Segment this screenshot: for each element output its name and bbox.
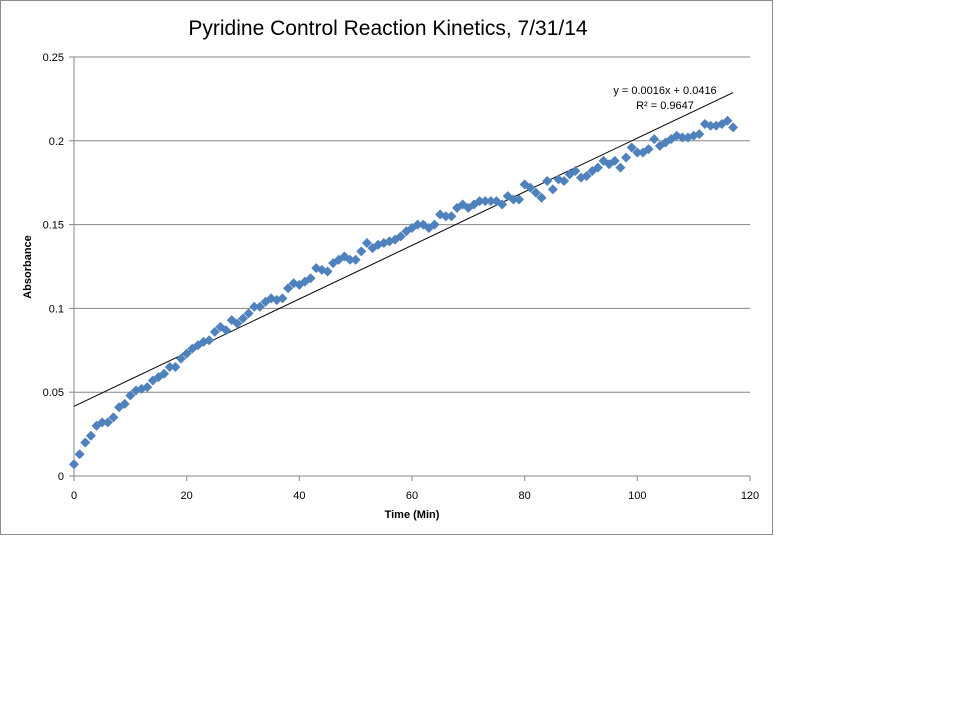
y-tick-label: 0.25 bbox=[43, 52, 64, 64]
data-point bbox=[108, 412, 119, 423]
data-point bbox=[238, 313, 248, 324]
data-point bbox=[412, 219, 423, 230]
data-point bbox=[209, 326, 220, 337]
trendline-r-squared: R² = 0.9647 bbox=[636, 100, 694, 112]
data-point bbox=[361, 238, 372, 249]
chart-title: Pyridine Control Reaction Kinetics, 7/31… bbox=[188, 17, 588, 40]
data-point bbox=[536, 192, 547, 203]
data-point bbox=[728, 122, 739, 133]
trendline bbox=[73, 92, 734, 407]
data-point bbox=[722, 115, 733, 126]
data-point bbox=[232, 318, 243, 329]
data-point bbox=[164, 362, 175, 373]
tick-labels: 0 0.05 0.1 0.15 0.2 0.25 0 20 40 60 80 100 120 bbox=[43, 52, 760, 502]
data-point bbox=[395, 231, 406, 242]
chart-svg: Pyridine Control Reaction Kinetics, 7/31… bbox=[22, 17, 760, 521]
data-point bbox=[159, 368, 170, 379]
data-point bbox=[632, 147, 643, 158]
trendline-equation: y = 0.0016x + 0.0416 bbox=[613, 85, 716, 97]
y-tick-label: 0.05 bbox=[43, 387, 64, 399]
data-point bbox=[609, 155, 620, 166]
data-point bbox=[446, 211, 457, 222]
data-point bbox=[485, 196, 496, 207]
data-point bbox=[542, 176, 553, 187]
x-tick-label: 0 bbox=[71, 490, 77, 502]
data-point bbox=[345, 254, 356, 265]
data-point bbox=[181, 348, 192, 359]
axes bbox=[69, 56, 751, 481]
y-tick-label: 0.1 bbox=[49, 303, 64, 315]
x-tick-label: 60 bbox=[406, 490, 418, 502]
data-point bbox=[69, 459, 79, 470]
data-point bbox=[322, 266, 333, 277]
data-point bbox=[440, 211, 451, 222]
data-point bbox=[102, 417, 113, 428]
data-point bbox=[525, 182, 536, 193]
data-point bbox=[277, 293, 288, 304]
data-point bbox=[581, 170, 592, 181]
data-point bbox=[615, 162, 626, 173]
data-point bbox=[559, 176, 570, 187]
data-point bbox=[474, 196, 485, 207]
data-point bbox=[125, 390, 136, 401]
data-point bbox=[530, 187, 541, 198]
data-point bbox=[80, 437, 91, 448]
data-point bbox=[85, 430, 96, 441]
y-tick-label: 0 bbox=[58, 471, 64, 483]
data-point bbox=[249, 301, 260, 312]
data-point bbox=[621, 152, 632, 163]
y-axis-label: Absorbance bbox=[22, 235, 34, 299]
data-point bbox=[705, 120, 716, 131]
data-point bbox=[649, 134, 660, 145]
x-axis-label: Time (Min) bbox=[385, 509, 440, 521]
data-point bbox=[333, 254, 344, 265]
x-tick-label: 40 bbox=[293, 490, 305, 502]
data-point bbox=[283, 283, 294, 294]
data-point bbox=[547, 184, 558, 195]
data-point bbox=[356, 246, 367, 257]
data-point bbox=[497, 199, 508, 210]
data-point bbox=[508, 194, 519, 205]
data-point bbox=[514, 194, 525, 205]
data-point bbox=[97, 417, 108, 428]
x-tick-label: 100 bbox=[628, 490, 646, 502]
data-point bbox=[305, 273, 316, 284]
data-point bbox=[204, 335, 215, 346]
data-point bbox=[677, 132, 688, 143]
trendline-annotation: y = 0.0016x + 0.0416 R² = 0.9647 bbox=[613, 85, 716, 112]
data-point bbox=[643, 144, 654, 155]
data-point bbox=[480, 196, 491, 207]
data-point bbox=[350, 254, 361, 265]
data-point bbox=[254, 301, 265, 312]
data-point bbox=[592, 162, 603, 173]
x-tick-label: 20 bbox=[181, 490, 193, 502]
data-point bbox=[694, 129, 705, 140]
y-tick-label: 0.15 bbox=[43, 220, 64, 232]
data-point bbox=[119, 398, 130, 409]
data-point bbox=[74, 449, 85, 460]
y-tick-label: 0.2 bbox=[49, 136, 64, 148]
data-point bbox=[429, 219, 440, 230]
data-point bbox=[176, 353, 187, 364]
chart-frame: Pyridine Control Reaction Kinetics, 7/31… bbox=[0, 0, 773, 535]
data-point bbox=[626, 142, 637, 153]
data-point bbox=[142, 382, 153, 393]
data-point bbox=[570, 165, 581, 176]
data-point bbox=[243, 308, 254, 319]
trendline-layer bbox=[73, 92, 734, 407]
x-tick-label: 120 bbox=[741, 490, 759, 502]
data-point bbox=[221, 325, 232, 336]
data-points bbox=[69, 115, 739, 470]
data-point bbox=[170, 362, 181, 373]
x-tick-label: 80 bbox=[519, 490, 531, 502]
